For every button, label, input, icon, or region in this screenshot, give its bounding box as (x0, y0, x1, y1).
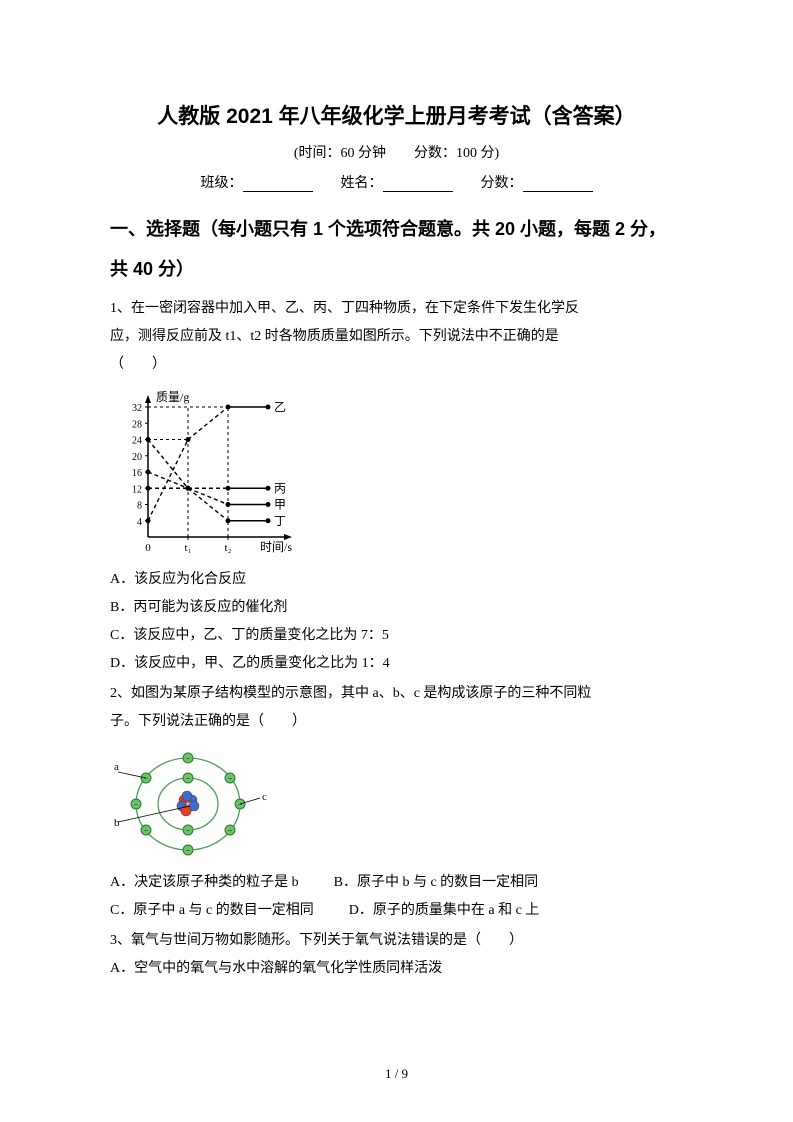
svg-text:24: 24 (132, 436, 142, 447)
svg-text:c: c (262, 791, 267, 803)
svg-text:16: 16 (132, 468, 142, 479)
q2-optB: B．原子中 b 与 c 的数目一定相同 (334, 875, 539, 890)
svg-text:b: b (114, 817, 120, 829)
label-name: 姓名： (341, 176, 383, 191)
mass-time-chart: 4 8 12 16 20 24 28 32 0 t₁ t₂ 质量/g 时间/s 乙丙甲丁 (110, 387, 300, 557)
q2-optD: D．原子的质量集中在 a 和 c 上 (349, 903, 540, 918)
q1-optC: C．该反应中，乙、丁的质量变化之比为 7：5 (110, 622, 683, 650)
svg-text:−: − (134, 800, 139, 809)
blank-class (243, 178, 313, 192)
question-1: 1、在一密闭容器中加入甲、乙、丙、丁四种物质，在下定条件下发生化学反 应，测得反… (110, 295, 683, 678)
svg-text:20: 20 (132, 452, 142, 463)
svg-text:+: + (185, 799, 190, 809)
svg-text:丁: 丁 (274, 514, 286, 528)
question-3: 3、氧气与世间万物如影随形。下列关于氧气说法错误的是（ ） A．空气中的氧气与水… (110, 927, 683, 983)
q2-atom-diagram: − − − − − − − − − − + a b c (110, 742, 683, 867)
q2-optC: C．原子中 a 与 c 的数目一定相同 (110, 903, 314, 918)
q1-optA: A．该反应为化合反应 (110, 566, 683, 594)
label-class: 班级： (201, 176, 243, 191)
svg-text:0: 0 (145, 542, 151, 554)
svg-text:−: − (228, 826, 233, 835)
svg-text:12: 12 (132, 484, 142, 495)
svg-text:t₁: t₁ (185, 542, 192, 554)
svg-text:时间/s: 时间/s (260, 540, 292, 554)
svg-text:质量/g: 质量/g (156, 390, 189, 404)
svg-text:甲: 甲 (274, 498, 286, 512)
q3-optA: A．空气中的氧气与水中溶解的氧气化学性质同样活泼 (110, 955, 683, 983)
svg-text:乙: 乙 (274, 400, 286, 414)
svg-text:4: 4 (137, 517, 142, 528)
page-title: 人教版 2021 年八年级化学上册月考考试（含答案） (110, 100, 683, 130)
svg-text:−: − (228, 774, 233, 783)
question-2: 2、如图为某原子结构模型的示意图，其中 a、b、c 是构成该原子的三种不同粒 子… (110, 680, 683, 925)
svg-text:−: − (144, 774, 149, 783)
q1-stem-line1: 1、在一密闭容器中加入甲、乙、丙、丁四种物质，在下定条件下发生化学反 (110, 295, 683, 323)
blank-name (383, 178, 453, 192)
q1-chart: 4 8 12 16 20 24 28 32 0 t₁ t₂ 质量/g 时间/s 乙丙甲丁 (110, 387, 683, 562)
q3-stem: 3、氧气与世间万物如影随形。下列关于氧气说法错误的是（ ） (110, 927, 683, 955)
q1-optB: B．丙可能为该反应的催化剂 (110, 594, 683, 622)
q2-stem-line1: 2、如图为某原子结构模型的示意图，其中 a、b、c 是构成该原子的三种不同粒 (110, 680, 683, 708)
svg-text:32: 32 (132, 403, 142, 414)
q1-optD: D．该反应中，甲、乙的质量变化之比为 1：4 (110, 650, 683, 678)
label-score: 分数： (481, 176, 523, 191)
svg-text:28: 28 (132, 419, 142, 430)
q2-optA: A．决定该原子种类的粒子是 b (110, 875, 299, 890)
svg-text:−: − (186, 826, 191, 835)
svg-text:−: − (186, 774, 191, 783)
svg-text:−: − (144, 826, 149, 835)
section-1-heading: 一、选择题（每小题只有 1 个选项符合题意。共 20 小题，每题 2 分，共 4… (110, 210, 683, 289)
page-number: 1 / 9 (0, 1066, 793, 1082)
q2-stem-line2: 子。下列说法正确的是（ ） (110, 708, 683, 736)
page-subtitle: (时间：60 分钟 分数：100 分) (110, 142, 683, 162)
svg-text:t₂: t₂ (225, 542, 232, 554)
svg-text:−: − (238, 800, 243, 809)
svg-text:−: − (186, 846, 191, 855)
atom-model-diagram: − − − − − − − − − − + a b c (110, 742, 270, 862)
q1-stem-line2: 应，测得反应前及 t1、t2 时各物质质量如图所示。下列说法中不正确的是 (110, 323, 683, 351)
svg-text:8: 8 (137, 501, 142, 512)
info-row: 班级： 姓名： 分数： (110, 172, 683, 192)
svg-text:丙: 丙 (274, 481, 286, 495)
q2-options-row1: A．决定该原子种类的粒子是 b B．原子中 b 与 c 的数目一定相同 (110, 869, 683, 897)
svg-text:a: a (114, 761, 119, 773)
q1-stem-line3: （ ） (110, 351, 683, 379)
q2-options-row2: C．原子中 a 与 c 的数目一定相同 D．原子的质量集中在 a 和 c 上 (110, 897, 683, 925)
svg-text:−: − (186, 754, 191, 763)
blank-score (523, 178, 593, 192)
